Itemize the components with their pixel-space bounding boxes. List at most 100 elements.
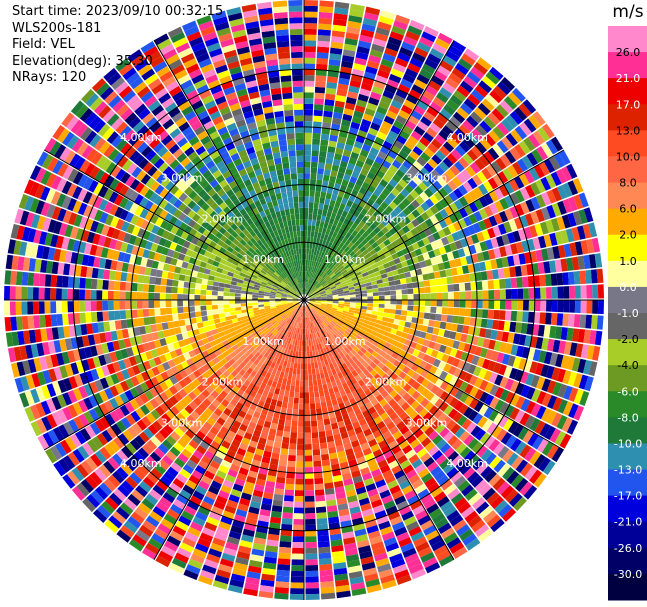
range-gate: [361, 215, 369, 224]
range-gate: [324, 253, 330, 260]
range-gate: [307, 265, 310, 272]
range-gate: [407, 135, 419, 146]
range-gate: [479, 327, 487, 338]
range-gate: [427, 234, 436, 244]
range-gate: [290, 379, 296, 387]
range-gate: [308, 207, 314, 214]
range-gate: [317, 317, 323, 324]
range-gate: [324, 99, 335, 107]
range-gate: [365, 219, 374, 227]
range-gate: [307, 236, 311, 243]
range-gate: [341, 243, 348, 251]
range-gate: [317, 269, 322, 275]
range-gate: [317, 310, 323, 315]
range-gate: [459, 140, 471, 153]
range-gate: [357, 277, 365, 282]
range-gate: [310, 308, 315, 314]
range-gate: [113, 300, 120, 310]
range-gate: [320, 305, 326, 309]
range-gate: [305, 553, 318, 560]
range-gate: [501, 118, 514, 132]
range-gate: [428, 80, 442, 92]
range-gate: [536, 390, 547, 405]
range-gate: [379, 324, 387, 331]
range-gate: [348, 260, 356, 266]
range-gate: [487, 309, 495, 319]
range-gate: [90, 301, 97, 312]
range-gate: [524, 415, 536, 429]
range-gate: [334, 269, 340, 275]
range-gate: [362, 368, 370, 376]
range-gate: [369, 91, 382, 101]
range-gate: [326, 76, 339, 84]
range-gate: [366, 309, 373, 315]
range-gate: [412, 161, 423, 171]
range-gate: [490, 518, 505, 533]
range-gate: [159, 300, 166, 308]
range-gate: [335, 312, 342, 317]
range-gate: [393, 335, 401, 342]
range-gate: [304, 207, 309, 214]
range-gate: [505, 300, 512, 310]
range-gate: [296, 455, 304, 462]
range-gate: [160, 278, 168, 286]
range-gate: [586, 238, 595, 254]
range-gate: [498, 503, 513, 518]
range-gate: [320, 294, 327, 297]
range-gate: [344, 297, 351, 300]
range-gate: [304, 121, 313, 128]
range-gate: [580, 300, 587, 314]
range-gate: [317, 168, 325, 175]
range-gate: [304, 80, 315, 87]
range-gate: [309, 300, 316, 302]
range-gate: [315, 75, 327, 82]
range-gate: [317, 244, 322, 251]
range-gate: [289, 437, 297, 445]
range-gate: [414, 343, 423, 352]
range-gate: [519, 122, 532, 137]
range-gate: [469, 317, 477, 327]
range-gate: [167, 321, 175, 329]
range-gate: [304, 288, 306, 295]
range-gate: [494, 499, 508, 514]
range-gate: [211, 295, 218, 300]
range-gate: [416, 394, 426, 404]
range-gate: [426, 173, 437, 184]
range-gate: [546, 380, 557, 394]
range-gate: [27, 272, 35, 286]
range-gate: [364, 107, 376, 117]
range-gate: [577, 328, 586, 343]
range-gate: [323, 389, 330, 396]
range-gate: [281, 442, 289, 450]
range-gate: [491, 425, 503, 439]
range-gate: [304, 201, 309, 208]
range-gate: [393, 120, 405, 130]
range-gate: [478, 196, 489, 208]
range-gate: [373, 373, 382, 382]
range-gate: [378, 291, 385, 296]
range-gate: [413, 428, 424, 439]
range-gate: [364, 252, 372, 259]
range-gate: [443, 329, 451, 339]
range-gate: [505, 435, 517, 449]
range-gate: [137, 317, 145, 327]
range-gate: [384, 304, 391, 309]
range-gate: [353, 140, 364, 149]
range-gate: [345, 138, 355, 147]
range-gate: [325, 307, 332, 311]
range-gate: [412, 381, 421, 391]
range-gate: [308, 291, 313, 297]
range-gate: [490, 160, 502, 174]
range-gate: [354, 285, 361, 289]
range-gate: [533, 275, 541, 287]
range-gate: [362, 249, 370, 256]
range-gate: [314, 282, 320, 288]
range-gate: [308, 265, 312, 272]
range-gate: [370, 280, 378, 286]
range-gate: [453, 307, 460, 316]
range-gate: [393, 393, 402, 403]
range-gate: [386, 271, 394, 278]
range-gate: [304, 426, 311, 433]
range-gate: [377, 264, 385, 271]
range-gate: [502, 449, 515, 463]
